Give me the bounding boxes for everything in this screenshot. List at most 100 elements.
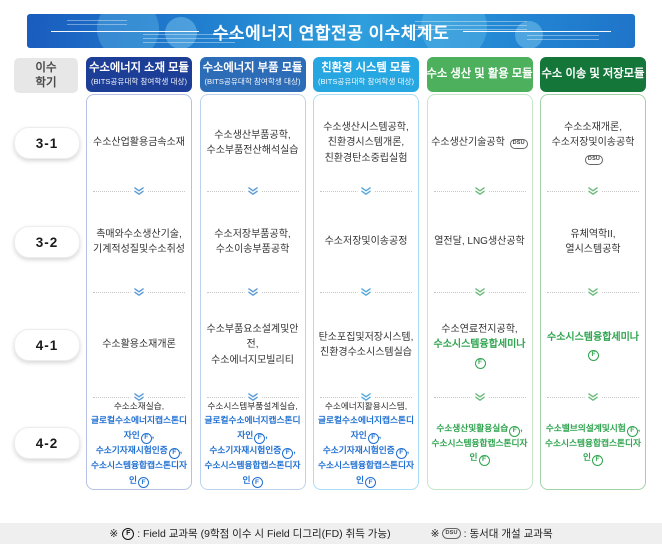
course-name: 기계적성질및수소취성: [93, 244, 185, 255]
row-divider: [547, 187, 639, 196]
chevron-down-icon: [357, 393, 375, 402]
semester-header-line: 이수: [35, 61, 57, 74]
column-body: 수소생산부품공학, 수소부품전산해석실습 수소저장부품공학, 수소이송부품공학 수소부품…: [199, 94, 306, 490]
field-course-icon: F: [395, 447, 407, 459]
course-cell: 수소생산부품공학, 수소부품전산해석실습: [201, 95, 305, 191]
semester-pill-4-2: 4-2: [14, 427, 80, 459]
field-course-icon: F: [122, 527, 135, 540]
column-body: 수소생산시스템공학, 친환경시스템개론, 친환경탄소중립실험 수소저장및이송공정 탄소포…: [313, 94, 419, 490]
course-name: 수소생산부품공학,: [214, 129, 291, 141]
column-title: 수소에너지 소재 모듈: [89, 62, 189, 74]
row-divider: [206, 393, 299, 402]
course-name: 친환경시스템개론,: [327, 137, 405, 149]
course-name: 수소시스템융합캡스톤디자인 F: [431, 436, 529, 467]
legend-footer: ※ F: Field 교과목 (9학점 이수 시 Field 디그리(FD) 취득…: [0, 523, 662, 544]
course-name: 글로컬수소에너지캡스톤디자인 F,: [317, 413, 415, 444]
course-name: 수소시스템융합캡스톤디자인 F: [544, 436, 642, 467]
row-divider: [93, 288, 185, 297]
field-course-icon: F: [626, 425, 638, 437]
course-cell: 수소저장및이송공정: [314, 192, 418, 292]
course-name: 수소저장및이송공학 DSU: [544, 135, 642, 166]
course-name: 수소생산기술공학 DSU: [431, 135, 528, 151]
legend-item: ※ DSU: 동서대 개설 교과목: [431, 526, 553, 541]
course-name: 수소산업활용금속소재: [93, 137, 185, 149]
course-name: 촉매와수소생산기술,: [96, 228, 182, 240]
column-header-transport-storage: 수소 이송 및 저장모듈: [540, 57, 646, 92]
module-column-production-utilization: 수소 생산 및 활용 모듈 수소생산기술공학 DSU 열전달, LNG생산공학 수소연…: [426, 57, 533, 490]
banner-decor-circle: [515, 21, 543, 48]
course-cell: 수소저장부품공학, 수소이송부품공학: [201, 192, 305, 292]
row-divider: [93, 393, 185, 402]
row-divider: [320, 288, 412, 297]
course-cell: 수소밸브의설계및시험 F, 수소시스템융합캡스톤디자인 F: [541, 398, 645, 488]
course-cell: 수소생산기술공학 DSU: [428, 95, 532, 191]
course-cell: 수소에너지활용시스템, 글로컬수소에너지캡스톤디자인 F, 수소기자재시험인증 F, 수소…: [314, 398, 418, 489]
course-cell: 수소생산및활용실습 F, 수소시스템융합캡스톤디자인 F: [428, 398, 532, 488]
field-course-icon: F: [138, 477, 149, 489]
course-cell: 열전달, LNG생산공학: [428, 192, 532, 292]
row-divider: [93, 187, 185, 196]
column-header-production-utilization: 수소 생산 및 활용 모듈: [426, 57, 533, 92]
field-course-icon: F: [282, 447, 294, 459]
field-course-icon: F: [365, 477, 376, 489]
legend-text: : 동서대 개설 교과목: [463, 528, 553, 540]
course-cell: 수소소재개론, 수소저장및이송공학 DSU: [541, 95, 645, 191]
legend-prefix: ※: [430, 527, 440, 540]
column-title: 수소 생산 및 활용 모듈: [426, 68, 533, 80]
course-name: 친환경수소시스템실습: [320, 347, 412, 358]
semester-pill-3-2: 3-2: [14, 226, 80, 258]
course-name: 친환경탄소중립실험: [324, 152, 408, 164]
course-name: 수소시스템융합캡스톤디자인 F: [90, 458, 188, 489]
course-name: 수소시스템융합캡스톤디자인 F: [317, 458, 415, 489]
chevron-down-icon: [584, 393, 602, 402]
column-subtitle: (BITS공유대학 참여학생 대상): [90, 76, 188, 86]
course-cell: 수소시스템융합세미나F: [541, 293, 645, 397]
course-name: 수소기자재시험인증 F,: [209, 443, 296, 459]
course-name: 탄소포집및저장시스템,: [318, 331, 414, 343]
column-title: 친환경 시스템 모듈: [321, 62, 411, 74]
field-course-icon: F: [588, 349, 599, 361]
column-body: 수소생산기술공학 DSU 열전달, LNG생산공학 수소연료전지공학, 수소시스템융합…: [426, 94, 533, 490]
module-column-hydrogen-parts: 수소에너지 부품 모듈 (BITS공유대학 참여학생 대상) 수소생산부품공학, 수소…: [199, 57, 306, 490]
course-cell: 수소시스템부품설계실습, 글로컬수소에너지캡스톤디자인 F, 수소기자재시험인증 F, 수…: [201, 398, 305, 489]
course-cell: 수소부품요소설계및안전, 수소에너지모빌리티: [201, 293, 305, 397]
title-banner: 수소에너지 연합전공 이수체계도: [27, 14, 635, 48]
course-cell: 수소소재실습, 글로컬수소에너지캡스톤디자인 F, 수소기자재시험인증 F, 수소시스템융…: [87, 398, 191, 489]
dsu-course-badge: DSU: [509, 139, 528, 150]
course-cell: 촉매와수소생산기술, 기계적성질및수소취성: [87, 192, 191, 292]
semester-column-header: 이수 학기: [14, 58, 78, 93]
course-name: 수소에너지모빌리티: [211, 354, 294, 366]
course-name: 유체역학II,: [570, 228, 616, 240]
field-course-icon: F: [592, 455, 603, 467]
module-column-eco-system: 친환경 시스템 모듈 (BITS공유대학 참여학생 대상) 수소생산시스템공학, 친환…: [313, 57, 419, 490]
column-header-eco-system: 친환경 시스템 모듈 (BITS공유대학 참여학생 대상): [313, 57, 419, 92]
field-course-icon: F: [474, 357, 486, 369]
course-cell: 수소활용소재개론: [87, 293, 191, 397]
banner-decor-streaks: [143, 34, 235, 46]
page-title: 수소에너지 연합전공 이수체계도: [212, 23, 450, 43]
course-name: 수소소재개론,: [564, 121, 622, 133]
course-name: 글로컬수소에너지캡스톤디자인 F,: [90, 413, 188, 444]
banner-decor-circle: [165, 17, 197, 48]
course-name: 수소시스템융합캡스톤디자인 F: [204, 458, 302, 489]
row-divider: [433, 288, 526, 297]
chevron-down-icon: [357, 288, 375, 297]
course-name: 열전달, LNG생산공학: [434, 236, 525, 248]
course-name: 수소시스템융합세미나F: [544, 330, 642, 361]
course-name: 수소저장및이송공정: [324, 236, 408, 248]
column-title: 수소에너지 부품 모듈: [202, 62, 303, 74]
field-course-icon: F: [168, 447, 180, 459]
column-subtitle: (BITS공유대학 참여학생 대상): [317, 76, 415, 86]
course-name: 수소시스템부품설계실습,: [207, 400, 298, 411]
banner-decor-streaks: [527, 35, 599, 43]
course-name: 수소부품요소설계및안전,: [206, 323, 299, 351]
row-divider: [433, 187, 526, 196]
column-body: 수소소재개론, 수소저장및이송공학 DSU 유체역학II, 열시스템공학 수소시스템융합…: [540, 94, 646, 490]
dsu-course-badge: DSU: [442, 528, 461, 539]
course-name: 수소소재실습,: [113, 400, 165, 411]
chevron-down-icon: [244, 288, 261, 297]
chevron-down-icon: [130, 187, 148, 196]
banner-decor-line: [463, 31, 611, 32]
